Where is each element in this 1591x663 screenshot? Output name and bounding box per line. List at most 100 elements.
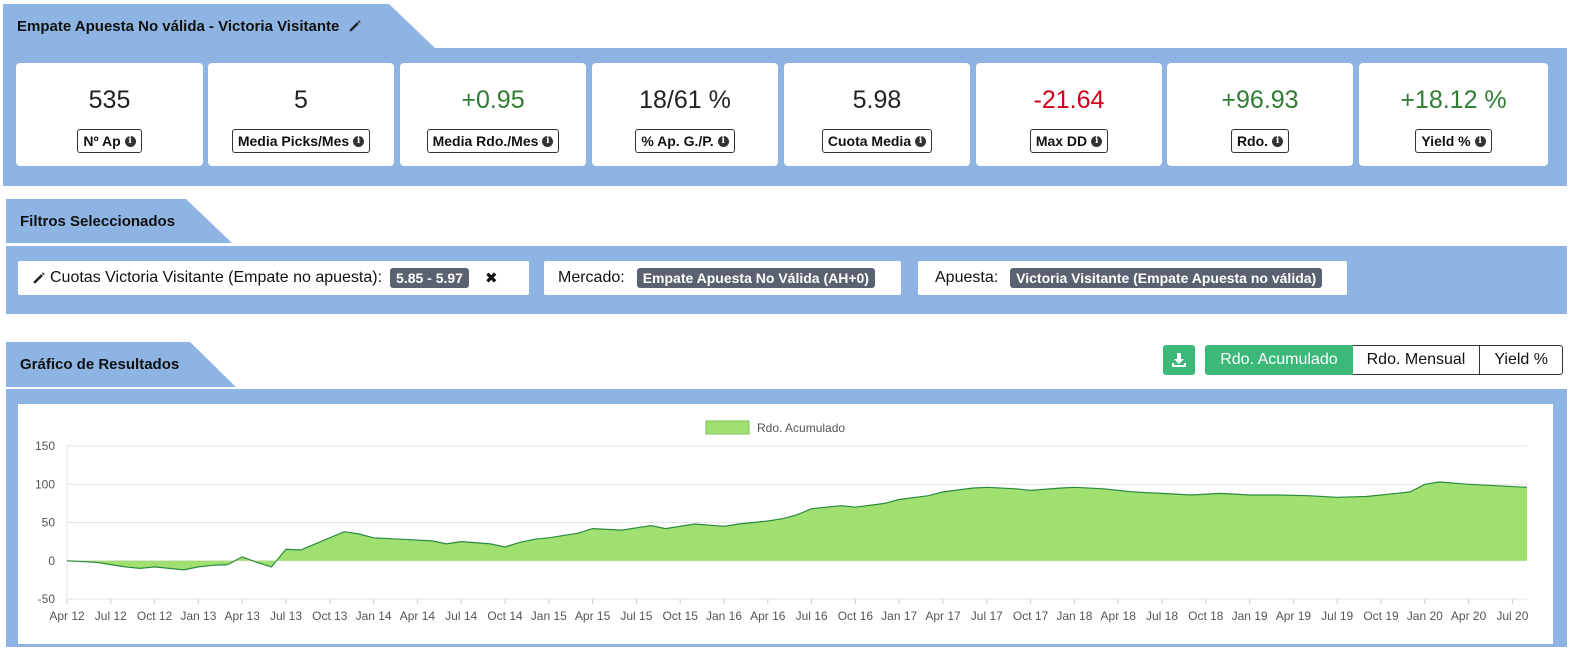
stat-value: -21.64 <box>1033 86 1105 114</box>
stat-label-text: Cuota Media <box>827 133 912 149</box>
stat-label-wrap: Max DD i <box>976 129 1162 153</box>
filter-value-badge: Empate Apuesta No Válida (AH+0) <box>636 268 875 288</box>
series-line <box>66 481 1528 571</box>
x-tick-label: Oct 16 <box>838 609 874 623</box>
x-tick-label: Jul 12 <box>95 609 127 623</box>
chart-card: -50 0 50 100 150 Apr 12 Jul 12 Oct 12 Jan 13 Apr … <box>18 404 1553 644</box>
series-area <box>67 482 1527 570</box>
download-icon <box>1172 353 1187 367</box>
stat-label-text: Rdo. <box>1236 133 1269 149</box>
results-title-tab: Gráfico de Resultados <box>6 342 236 387</box>
y-tick-label: -50 <box>38 592 56 606</box>
pencil-icon[interactable] <box>348 19 362 33</box>
x-tick-label: Jan 14 <box>356 609 392 623</box>
x-tick-label: Jul 14 <box>445 609 477 623</box>
info-icon: i <box>353 135 365 147</box>
info-icon: i <box>717 135 729 147</box>
stat-label-text: Nº Ap <box>83 133 121 149</box>
x-tick-label: Oct 18 <box>1188 609 1224 623</box>
info-icon: i <box>1474 135 1486 147</box>
filter-bet: Apuesta: Victoria Visitante (Empate Apue… <box>918 261 1347 295</box>
stat-label[interactable]: Max DD i <box>1029 129 1109 153</box>
legend-swatch <box>705 420 750 435</box>
x-tick-label: Jul 15 <box>620 609 652 623</box>
x-tick-label: Jul 18 <box>1146 609 1178 623</box>
x-tick-label: Oct 12 <box>137 609 173 623</box>
y-tick-label: 150 <box>35 439 55 453</box>
x-tick-label: Jan 16 <box>706 609 742 623</box>
stat-card: 5.98 Cuota Media i <box>784 63 970 166</box>
info-icon: i <box>1091 135 1103 147</box>
filter-value-badge: Victoria Visitante (Empate Apuesta no vá… <box>1010 268 1323 288</box>
chart-toolbar: Rdo. Acumulado Rdo. Mensual Yield % <box>1163 345 1563 375</box>
filters-title: Filtros Seleccionados <box>20 212 176 230</box>
system-title: Empate Apuesta No válida - Victoria Visi… <box>17 17 340 35</box>
stat-value: +96.93 <box>1221 86 1299 114</box>
stat-label[interactable]: Media Rdo./Mes i <box>426 129 560 153</box>
stat-value: 18/61 % <box>639 86 731 114</box>
x-tick-label: Apr 16 <box>750 609 786 623</box>
filter-label: Apuesta: <box>935 269 999 286</box>
download-button[interactable] <box>1163 345 1196 375</box>
x-tick-label: Apr 15 <box>575 609 611 623</box>
x-tick-label: Apr 19 <box>1276 609 1312 623</box>
stat-label-wrap: Nº Ap i <box>16 129 203 153</box>
x-tick-label: Oct 13 <box>312 609 348 623</box>
x-tick-label: Jan 17 <box>881 609 917 623</box>
stat-value: +18.12 % <box>1400 86 1507 114</box>
stat-card: 5 Media Picks/Mes i <box>208 63 394 166</box>
stat-label[interactable]: Nº Ap i <box>77 129 142 153</box>
stat-label[interactable]: Cuota Media i <box>821 129 933 153</box>
x-tick-label: Jan 13 <box>180 609 216 623</box>
close-icon[interactable]: ✖ <box>484 270 498 287</box>
stat-card: 535 Nº Ap i <box>16 63 203 166</box>
x-tick-label: Oct 17 <box>1013 609 1049 623</box>
stat-card: 18/61 % % Ap. G./P. i <box>592 63 778 166</box>
stat-label-wrap: Cuota Media i <box>784 129 970 153</box>
x-tick-label: Jan 18 <box>1056 609 1092 623</box>
legend-label: Rdo. Acumulado <box>757 421 845 435</box>
stat-label-text: Yield % <box>1421 133 1471 149</box>
x-tick-label: Apr 13 <box>225 609 261 623</box>
stat-label[interactable]: Yield % i <box>1415 129 1492 153</box>
yield-button[interactable]: Yield % <box>1480 345 1563 375</box>
x-tick-label: Apr 14 <box>400 609 436 623</box>
stat-label-wrap: Media Picks/Mes i <box>208 129 394 153</box>
filter-odds: Cuotas Victoria Visitante (Empate no apu… <box>18 261 529 295</box>
stat-label-text: Max DD <box>1035 133 1088 149</box>
x-tick-label: Apr 18 <box>1101 609 1137 623</box>
info-icon: i <box>1272 135 1284 147</box>
pencil-icon[interactable] <box>32 271 46 285</box>
rdo-mensual-button[interactable]: Rdo. Mensual <box>1352 345 1481 375</box>
stat-label-text: % Ap. G./P. <box>641 133 714 149</box>
stat-label[interactable]: Media Picks/Mes i <box>231 129 371 153</box>
x-tick-label: Oct 19 <box>1363 609 1399 623</box>
x-tick-label: Jul 19 <box>1321 609 1353 623</box>
stat-card: +0.95 Media Rdo./Mes i <box>400 63 586 166</box>
x-tick-label: Apr 20 <box>1451 609 1487 623</box>
stat-label[interactable]: Rdo. i <box>1230 129 1290 153</box>
stat-label[interactable]: % Ap. G./P. i <box>635 129 735 153</box>
x-tick-label: Jan 15 <box>531 609 567 623</box>
x-tick-label: Jul 13 <box>270 609 302 623</box>
x-tick-label: Jan 20 <box>1407 609 1443 623</box>
x-tick-label: Jul 16 <box>796 609 828 623</box>
stat-card: -21.64 Max DD i <box>976 63 1162 166</box>
x-tick-label: Oct 14 <box>487 609 523 623</box>
x-tick-label: Jan 19 <box>1232 609 1268 623</box>
rdo-acumulado-button[interactable]: Rdo. Acumulado <box>1205 345 1353 375</box>
stats-panel: 535 Nº Ap i 5 Media Picks/Mes i +0.95 Media Rdo… <box>3 48 1567 186</box>
info-icon: i <box>915 135 927 147</box>
stat-label-wrap: % Ap. G./P. i <box>592 129 778 153</box>
stat-value: +0.95 <box>461 86 525 114</box>
x-tick-label: Apr 17 <box>925 609 961 623</box>
stat-label-text: Media Picks/Mes <box>237 133 350 149</box>
info-icon: i <box>542 135 554 147</box>
x-tick-label: Apr 12 <box>49 609 85 623</box>
results-chart: -50 0 50 100 150 Apr 12 Jul 12 Oct 12 Jan 13 Apr … <box>35 420 1529 623</box>
results-title: Gráfico de Resultados <box>20 356 180 373</box>
info-icon: i <box>124 135 136 147</box>
y-tick-label: 0 <box>48 554 55 568</box>
x-tick-label: Jul 20 <box>1496 609 1528 623</box>
filters-title-tab: Filtros Seleccionados <box>6 199 232 243</box>
